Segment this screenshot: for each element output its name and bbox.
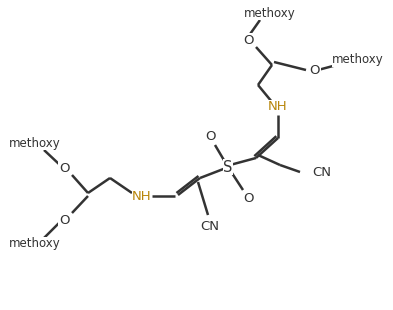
Text: methoxy: methoxy xyxy=(332,54,384,67)
Text: O: O xyxy=(310,64,320,77)
Text: O: O xyxy=(59,162,69,175)
Text: methoxy: methoxy xyxy=(244,7,296,20)
Text: NH: NH xyxy=(132,189,152,202)
Text: O: O xyxy=(59,214,69,227)
Text: NH: NH xyxy=(268,100,288,113)
Text: S: S xyxy=(223,160,233,175)
Text: methoxy: methoxy xyxy=(9,136,61,149)
Text: O: O xyxy=(243,192,253,205)
Text: methoxy: methoxy xyxy=(9,237,61,250)
Text: CN: CN xyxy=(312,166,331,179)
Text: O: O xyxy=(205,131,215,144)
Text: O: O xyxy=(243,33,253,46)
Text: CN: CN xyxy=(200,220,220,233)
